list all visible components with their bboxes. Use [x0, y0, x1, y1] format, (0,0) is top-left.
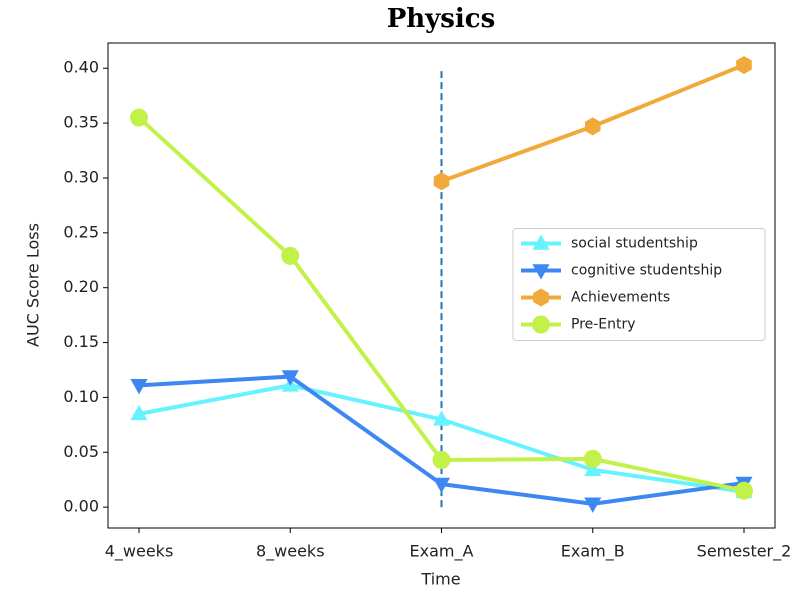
y-tick-label: 0.05 — [63, 442, 99, 461]
legend-label: Achievements — [571, 290, 670, 306]
point — [130, 404, 148, 421]
point — [432, 450, 451, 469]
y-tick-label: 0.35 — [63, 113, 99, 132]
legend-marker — [532, 315, 550, 334]
x-tick-label: 8_weeks — [256, 542, 325, 562]
point — [584, 117, 601, 136]
y-tick-label: 0.15 — [63, 332, 99, 351]
point — [584, 460, 602, 477]
point — [584, 497, 602, 513]
point — [281, 246, 300, 265]
legend-label: cognitive studentship — [571, 263, 722, 279]
y-tick-label: 0.40 — [63, 58, 99, 77]
legend-label: social studentship — [571, 236, 698, 252]
point — [736, 55, 752, 74]
x-tick-label: Semester_2 — [697, 542, 792, 562]
y-tick-label: 0.30 — [63, 167, 99, 186]
y-axis-label: AUC Score Loss — [24, 223, 43, 347]
legend-marker — [532, 264, 550, 280]
point — [281, 370, 299, 386]
point — [432, 410, 451, 426]
y-tick-label: 0.00 — [63, 497, 99, 516]
legend-marker — [532, 234, 550, 250]
y-tick-label: 0.20 — [63, 277, 99, 296]
legend-box — [512, 228, 766, 341]
point — [130, 379, 148, 395]
point — [130, 108, 148, 127]
plot-frame — [107, 42, 776, 529]
chart-title: Physics — [387, 4, 496, 34]
point — [583, 449, 602, 468]
y-tick-label: 0.25 — [63, 222, 99, 241]
legend-label: Pre-Entry — [571, 317, 636, 333]
x-axis-label: Time — [420, 570, 460, 589]
x-tick-label: Exam_A — [410, 542, 474, 562]
x-tick-label: 4_weeks — [105, 542, 174, 562]
y-tick-label: 0.10 — [63, 387, 99, 406]
point — [735, 481, 753, 500]
x-tick-label: Exam_B — [561, 542, 625, 562]
point — [432, 477, 451, 494]
legend-marker — [533, 288, 549, 307]
point — [433, 172, 450, 191]
